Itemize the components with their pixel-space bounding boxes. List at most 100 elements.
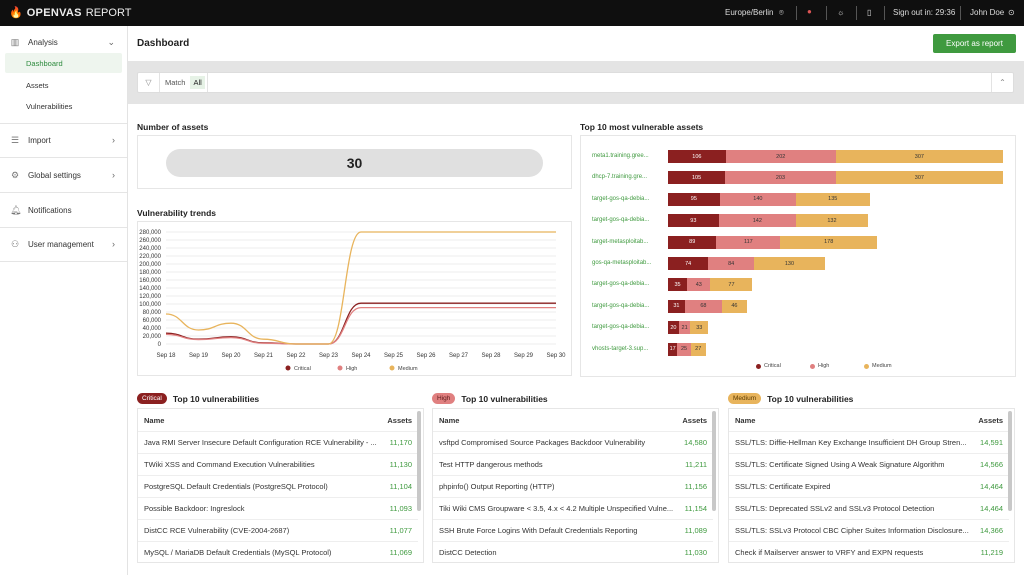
column-header-assets[interactable]: Assets bbox=[978, 415, 1003, 425]
vuln-name[interactable]: Check if Mailserver answer to VRFY and E… bbox=[735, 548, 924, 557]
table-row[interactable]: DistCC Detection 11,030 bbox=[433, 541, 713, 562]
theme-sun-icon[interactable]: ☼ bbox=[837, 8, 845, 17]
filter-input[interactable] bbox=[206, 73, 991, 92]
bar-segment-high[interactable]: 84 bbox=[708, 257, 755, 270]
export-report-button[interactable]: Export as report bbox=[933, 34, 1016, 53]
vuln-name[interactable]: SSL/TLS: SSLv3 Protocol CBC Cipher Suite… bbox=[735, 526, 969, 535]
table-row[interactable]: Java RMI Server Insecure Default Configu… bbox=[138, 431, 418, 453]
match-value-chip[interactable]: All bbox=[190, 76, 205, 89]
filter-bar[interactable]: ▽ Match All ⌃ bbox=[137, 72, 1014, 93]
bar-segment-medium[interactable]: 130 bbox=[754, 257, 825, 270]
table-row[interactable]: DistCC RCE Vulnerability (CVE-2004-2687)… bbox=[138, 519, 418, 541]
sidebar-item-import[interactable]: ☰ Import › bbox=[10, 134, 115, 146]
bar-segment-high[interactable]: 203 bbox=[725, 171, 836, 185]
sidebar-item-dashboard[interactable]: Dashboard bbox=[26, 59, 63, 68]
table-row[interactable]: SSL/TLS: Diffie-Hellman Key Exchange Ins… bbox=[729, 431, 1009, 453]
vuln-name[interactable]: SSL/TLS: Certificate Expired bbox=[735, 482, 831, 491]
vuln-table[interactable]: Name Assets Java RMI Server Insecure Defau… bbox=[137, 408, 424, 563]
asset-label[interactable]: target-gos-qa-debia... bbox=[592, 217, 650, 224]
vuln-name[interactable]: DistCC Detection bbox=[439, 548, 497, 557]
bar-segment-high[interactable]: 43 bbox=[687, 278, 711, 292]
bar-segment-medium[interactable]: 307 bbox=[835, 150, 1003, 163]
sidebar-item-user-management[interactable]: ⚇ User management › bbox=[10, 238, 115, 250]
table-row[interactable]: vsftpd Compromised Source Packages Backd… bbox=[433, 431, 713, 453]
user-name[interactable]: John Doe bbox=[970, 8, 1005, 17]
vuln-name[interactable]: Tiki Wiki CMS Groupware < 3.5, 4.x < 4.2… bbox=[439, 504, 674, 513]
table-row[interactable]: SSH Brute Force Logins With Default Cred… bbox=[433, 519, 713, 541]
asset-label[interactable]: gos-qa-metasploitab... bbox=[592, 260, 652, 266]
signout-timer[interactable]: Sign out in: 29:36 bbox=[893, 8, 956, 17]
scrollbar[interactable] bbox=[1008, 411, 1012, 511]
bar-segment-critical[interactable]: 74 bbox=[668, 257, 709, 270]
vuln-name[interactable]: PostgreSQL Default Credentials (PostgreS… bbox=[144, 482, 328, 491]
bar-segment-medium[interactable]: 46 bbox=[721, 299, 747, 313]
bar-segment-critical[interactable]: 20 bbox=[668, 321, 679, 335]
bar-segment-critical[interactable]: 95 bbox=[668, 192, 720, 206]
asset-label[interactable]: target-metasploitab... bbox=[592, 238, 649, 245]
vuln-name[interactable]: SSL/TLS: Certificate Signed Using A Weak… bbox=[735, 460, 945, 469]
bar-segment-medium[interactable]: 27 bbox=[690, 342, 706, 356]
sidebar-item-vulnerabilities[interactable]: Vulnerabilities bbox=[26, 102, 73, 111]
vuln-name[interactable]: Possible Backdoor: Ingreslock bbox=[144, 504, 245, 513]
bar-segment-critical[interactable]: 106 bbox=[668, 150, 726, 163]
bar-segment-medium[interactable]: 307 bbox=[835, 171, 1003, 185]
bar-segment-critical[interactable]: 17 bbox=[668, 342, 678, 356]
vuln-name[interactable]: TWiki XSS and Command Execution Vulnerab… bbox=[144, 460, 315, 469]
table-row[interactable]: Check if Mailserver answer to VRFY and E… bbox=[729, 541, 1009, 562]
column-header-name[interactable]: Name bbox=[439, 415, 460, 425]
table-row[interactable]: SSL/TLS: Certificate Expired 14,464 bbox=[729, 475, 1009, 497]
table-row[interactable]: SSL/TLS: SSLv3 Protocol CBC Cipher Suite… bbox=[729, 519, 1009, 541]
table-row[interactable]: Tiki Wiki CMS Groupware < 3.5, 4.x < 4.2… bbox=[433, 497, 713, 519]
bar-segment-medium[interactable]: 33 bbox=[690, 321, 709, 335]
table-row[interactable]: Possible Backdoor: Ingreslock 11,093 bbox=[138, 497, 418, 519]
asset-label[interactable]: dhcp-7.training.gre... bbox=[592, 174, 648, 181]
vuln-name[interactable]: Test HTTP dangerous methods bbox=[439, 460, 543, 469]
asset-label[interactable]: target-gos-qa-debia... bbox=[592, 281, 650, 288]
table-row[interactable]: TWiki XSS and Command Execution Vulnerab… bbox=[138, 453, 418, 475]
bar-segment-high[interactable]: 140 bbox=[719, 192, 796, 206]
column-header-name[interactable]: Name bbox=[735, 415, 756, 425]
clipboard-icon[interactable]: ▯ bbox=[867, 8, 872, 17]
bar-segment-high[interactable]: 25 bbox=[677, 342, 691, 356]
column-header-assets[interactable]: Assets bbox=[387, 415, 412, 425]
user-icon[interactable]: ⊙ bbox=[1008, 8, 1015, 17]
vuln-name[interactable]: vsftpd Compromised Source Packages Backd… bbox=[439, 438, 646, 447]
sidebar-item-analysis[interactable]: ▥ Analysis ⌄ bbox=[10, 36, 115, 47]
scrollbar[interactable] bbox=[712, 411, 716, 511]
vuln-name[interactable]: MySQL / MariaDB Default Credentials (MyS… bbox=[144, 548, 332, 557]
scrollbar[interactable] bbox=[417, 411, 421, 511]
vuln-name[interactable]: DistCC RCE Vulnerability (CVE-2004-2687) bbox=[144, 526, 290, 535]
bar-segment-medium[interactable]: 178 bbox=[780, 235, 878, 249]
asset-label[interactable]: target-gos-qa-debia... bbox=[592, 302, 650, 309]
bar-segment-high[interactable]: 202 bbox=[725, 150, 836, 163]
table-row[interactable]: MySQL / MariaDB Default Credentials (MyS… bbox=[138, 541, 418, 562]
vuln-name[interactable]: SSH Brute Force Logins With Default Cred… bbox=[439, 526, 638, 535]
column-header-assets[interactable]: Assets bbox=[682, 415, 707, 425]
bar-segment-critical[interactable]: 89 bbox=[668, 235, 717, 249]
asset-label[interactable]: target-gos-qa-debia... bbox=[592, 195, 650, 202]
filter-icon[interactable]: ▽ bbox=[138, 73, 160, 92]
bar-segment-critical[interactable]: 93 bbox=[668, 214, 719, 228]
bar-segment-critical[interactable]: 35 bbox=[668, 278, 688, 292]
bar-segment-critical[interactable]: 105 bbox=[668, 171, 726, 185]
bar-segment-critical[interactable]: 31 bbox=[668, 299, 685, 313]
asset-label[interactable]: target-gos-qa-debia... bbox=[592, 324, 650, 331]
bar-segment-high[interactable]: 68 bbox=[684, 299, 722, 313]
table-row[interactable]: Test HTTP dangerous methods 11,211 bbox=[433, 453, 713, 475]
bar-segment-medium[interactable]: 132 bbox=[796, 214, 868, 228]
bar-segment-medium[interactable]: 135 bbox=[796, 192, 870, 206]
bar-segment-high[interactable]: 142 bbox=[718, 214, 796, 228]
vuln-table[interactable]: Name Assets SSL/TLS: Diffie-Hellman Key Ex… bbox=[728, 408, 1015, 563]
asset-label[interactable]: vhosts-target-3.sup... bbox=[592, 345, 649, 352]
bar-segment-high[interactable]: 117 bbox=[716, 235, 781, 249]
table-row[interactable]: SSL/TLS: Deprecated SSLv2 and SSLv3 Prot… bbox=[729, 497, 1009, 519]
vuln-name[interactable]: Java RMI Server Insecure Default Configu… bbox=[144, 438, 377, 447]
vuln-name[interactable]: SSL/TLS: Diffie-Hellman Key Exchange Ins… bbox=[735, 438, 967, 447]
sidebar-item-notifications[interactable]: 🔔︎ Notifications bbox=[10, 204, 72, 215]
table-row[interactable]: SSL/TLS: Certificate Signed Using A Weak… bbox=[729, 453, 1009, 475]
table-row[interactable]: PostgreSQL Default Credentials (PostgreS… bbox=[138, 475, 418, 497]
vuln-table[interactable]: Name Assets vsftpd Compromised Source Pack… bbox=[432, 408, 719, 563]
sidebar-item-global-settings[interactable]: ⚙ Global settings › bbox=[10, 169, 115, 181]
vuln-name[interactable]: phpinfo() Output Reporting (HTTP) bbox=[439, 482, 555, 491]
timezone[interactable]: Europe/Berlin bbox=[725, 8, 774, 17]
